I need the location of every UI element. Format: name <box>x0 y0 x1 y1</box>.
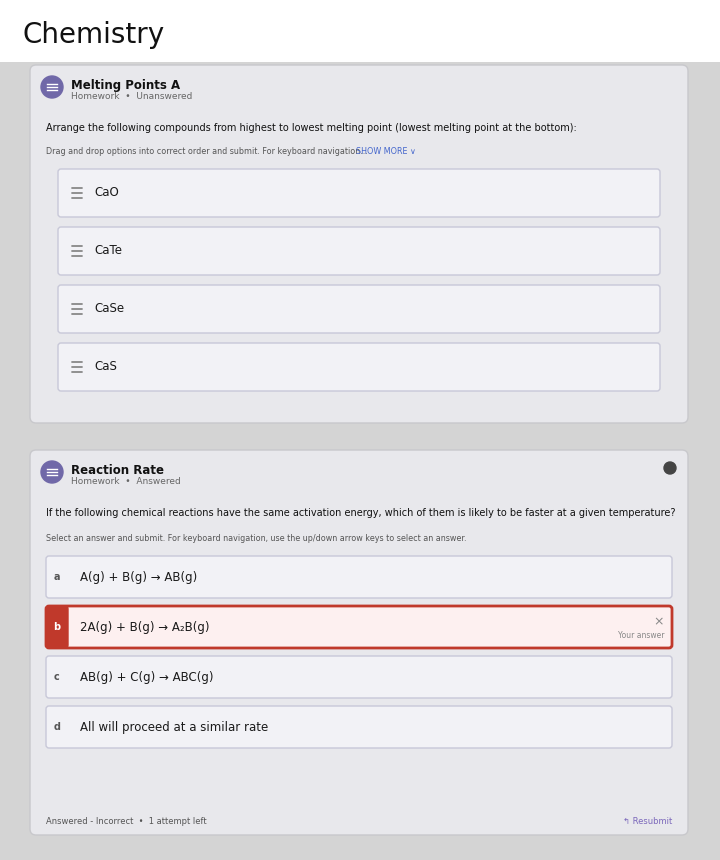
Text: d: d <box>53 722 60 732</box>
Text: ×: × <box>654 616 664 629</box>
Text: If the following chemical reactions have the same activation energy, which of th: If the following chemical reactions have… <box>46 508 675 518</box>
Text: SHOW MORE ∨: SHOW MORE ∨ <box>356 147 416 156</box>
FancyBboxPatch shape <box>58 227 660 275</box>
Text: Answered - Incorrect  •  1 attempt left: Answered - Incorrect • 1 attempt left <box>46 816 207 826</box>
Circle shape <box>664 462 676 474</box>
Text: b: b <box>53 622 60 632</box>
Text: Arrange the following compounds from highest to lowest melting point (lowest mel: Arrange the following compounds from hig… <box>46 123 577 133</box>
Text: AB(g) + C(g) → ABC(g): AB(g) + C(g) → ABC(g) <box>80 671 214 684</box>
FancyBboxPatch shape <box>58 169 660 217</box>
Text: CaSe: CaSe <box>94 303 124 316</box>
FancyBboxPatch shape <box>46 606 68 648</box>
Text: Your answer: Your answer <box>618 630 664 640</box>
Text: Select an answer and submit. For keyboard navigation, use the up/down arrow keys: Select an answer and submit. For keyboar… <box>46 534 467 543</box>
FancyBboxPatch shape <box>30 450 688 835</box>
FancyBboxPatch shape <box>30 65 688 423</box>
FancyBboxPatch shape <box>46 706 672 748</box>
FancyBboxPatch shape <box>58 285 660 333</box>
Text: Homework  •  Answered: Homework • Answered <box>71 477 181 486</box>
Text: CaTe: CaTe <box>94 244 122 257</box>
FancyBboxPatch shape <box>46 556 672 598</box>
Text: Chemistry: Chemistry <box>22 21 164 49</box>
Circle shape <box>41 461 63 483</box>
Text: Homework  •  Unanswered: Homework • Unanswered <box>71 92 192 101</box>
Text: Melting Points A: Melting Points A <box>71 79 180 92</box>
FancyBboxPatch shape <box>46 606 672 648</box>
Text: Drag and drop options into correct order and submit. For keyboard navigation...: Drag and drop options into correct order… <box>46 147 368 156</box>
FancyBboxPatch shape <box>46 656 672 698</box>
Circle shape <box>41 76 63 98</box>
Text: a: a <box>54 572 60 582</box>
Text: ↰ Resubmit: ↰ Resubmit <box>623 816 672 826</box>
FancyBboxPatch shape <box>58 343 660 391</box>
Text: 2A(g) + B(g) → A₂B(g): 2A(g) + B(g) → A₂B(g) <box>80 621 210 634</box>
Text: Reaction Rate: Reaction Rate <box>71 464 164 477</box>
Text: A(g) + B(g) → AB(g): A(g) + B(g) → AB(g) <box>80 570 197 583</box>
Bar <box>0 0 720 62</box>
Text: All will proceed at a similar rate: All will proceed at a similar rate <box>80 721 269 734</box>
Text: c: c <box>54 672 60 682</box>
Text: CaS: CaS <box>94 360 117 373</box>
Text: CaO: CaO <box>94 187 119 200</box>
